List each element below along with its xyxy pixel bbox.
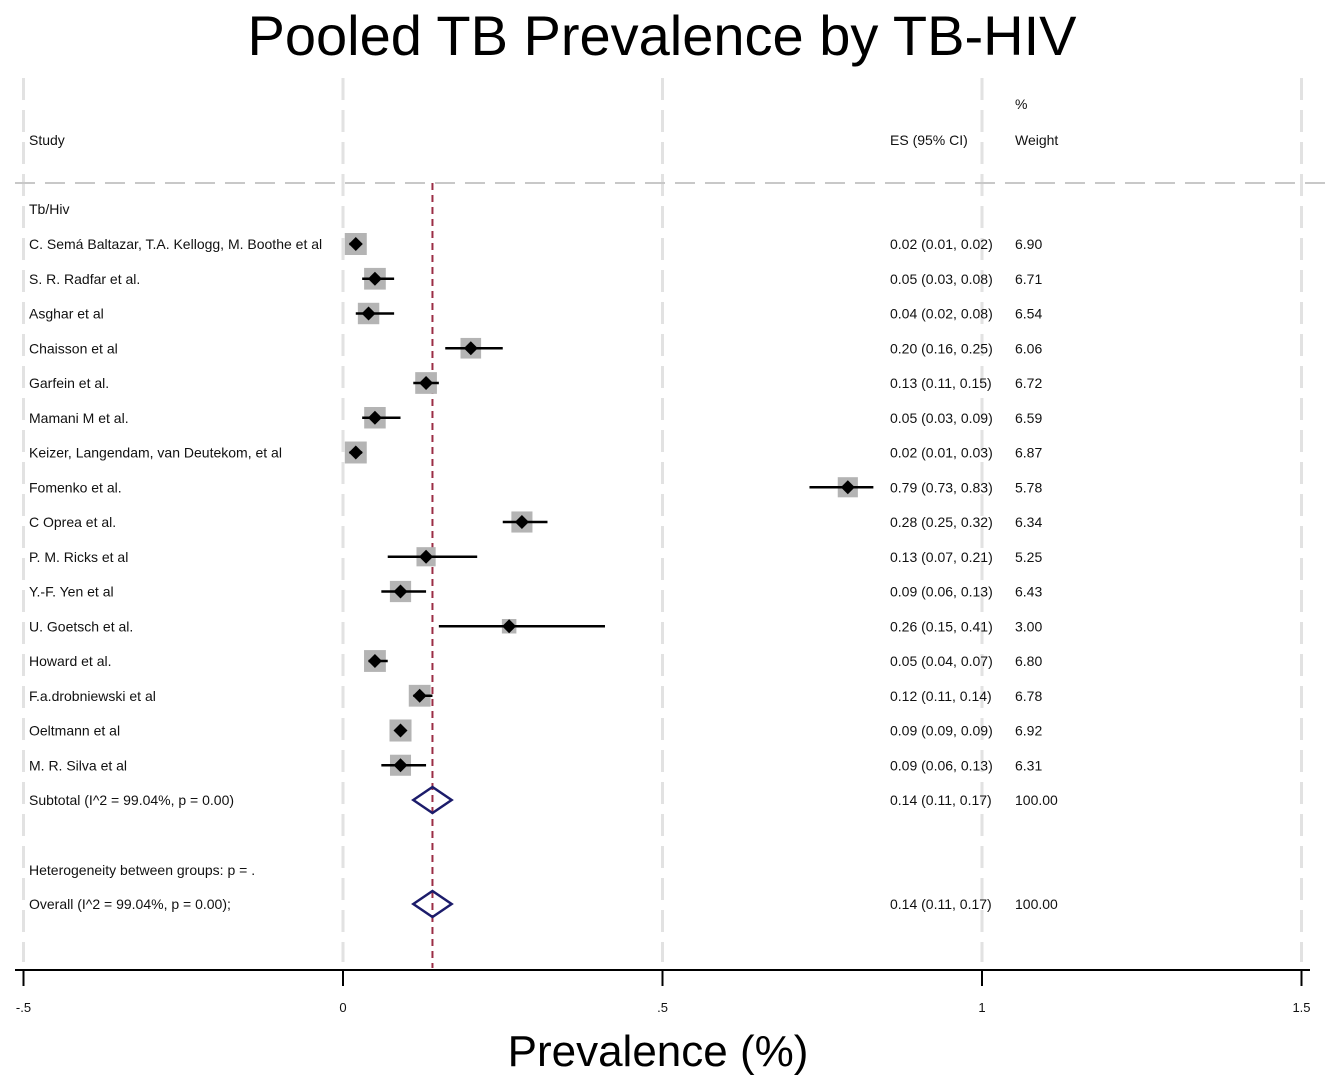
weight-label: 6.72	[1015, 375, 1042, 391]
point-estimate-marker	[361, 306, 376, 321]
study-label: Keizer, Langendam, van Deutekom, et al	[29, 445, 282, 461]
es-label: 0.02 (0.01, 0.03)	[890, 445, 993, 461]
study-label: Oeltmann et al	[29, 723, 120, 739]
header-weight: Weight	[1015, 132, 1058, 148]
weight-label: 6.92	[1015, 723, 1042, 739]
x-tick-label: -.5	[16, 1000, 31, 1015]
study-label: S. R. Radfar et al.	[29, 271, 140, 287]
point-estimate-marker	[840, 480, 855, 495]
weight-label: 6.43	[1015, 584, 1042, 600]
x-tick-label: .5	[657, 1000, 668, 1015]
point-estimate-marker	[412, 688, 427, 703]
overall-label: Overall (I^2 = 99.04%, p = 0.00);	[29, 896, 231, 912]
es-label: 0.13 (0.11, 0.15)	[890, 375, 992, 391]
subtotal-diamond	[411, 785, 454, 815]
study-label: Garfein et al.	[29, 375, 109, 391]
subtotal-label: Subtotal (I^2 = 99.04%, p = 0.00)	[29, 792, 234, 808]
study-label: U. Goetsch et al.	[29, 618, 133, 634]
study-label: F.a.drobniewski et al	[29, 688, 156, 704]
point-estimate-marker	[393, 584, 408, 599]
study-label: Chaisson et al	[29, 340, 118, 356]
es-label: 0.09 (0.06, 0.13)	[890, 757, 993, 773]
x-tick-label: 0	[339, 1000, 346, 1015]
study-label: Fomenko et al.	[29, 479, 122, 495]
weight-label: 5.25	[1015, 549, 1042, 565]
study-label: Mamani M et al.	[29, 410, 129, 426]
es-label: 0.04 (0.02, 0.08)	[890, 306, 993, 322]
study-label: P. M. Ricks et al	[29, 549, 128, 565]
heterogeneity-label: Heterogeneity between groups: p = .	[29, 862, 255, 878]
es-label: 0.13 (0.07, 0.21)	[890, 549, 993, 565]
weight-label: 6.06	[1015, 340, 1042, 356]
weight-label: 3.00	[1015, 618, 1042, 634]
weight-label: 6.34	[1015, 514, 1042, 530]
es-label: 0.09 (0.06, 0.13)	[890, 584, 993, 600]
weight-label: 6.31	[1015, 757, 1042, 773]
study-label: M. R. Silva et al	[29, 757, 127, 773]
header-percent: %	[1015, 96, 1027, 112]
x-tick-label: 1.5	[1292, 1000, 1310, 1015]
weight-label: 6.90	[1015, 236, 1042, 252]
weight-label: 6.71	[1015, 271, 1042, 287]
es-label: 0.05 (0.03, 0.09)	[890, 410, 993, 426]
overall-weight-label: 100.00	[1015, 896, 1058, 912]
es-label: 0.20 (0.16, 0.25)	[890, 340, 993, 356]
es-label: 0.12 (0.11, 0.14)	[890, 688, 992, 704]
point-estimate-marker	[393, 758, 408, 773]
weight-label: 5.78	[1015, 479, 1042, 495]
header-es: ES (95% CI)	[890, 132, 968, 148]
x-axis-title: Prevalence (%)	[508, 1027, 809, 1076]
point-estimate-marker	[419, 376, 434, 390]
es-label: 0.28 (0.25, 0.32)	[890, 514, 993, 530]
overall-es-label: 0.14 (0.11, 0.17)	[890, 896, 992, 912]
subtotal-es-label: 0.14 (0.11, 0.17)	[890, 792, 992, 808]
point-estimate-marker	[514, 515, 529, 529]
overall-diamond	[411, 889, 454, 919]
weight-label: 6.78	[1015, 688, 1042, 704]
study-label: C. Semá Baltazar, T.A. Kellogg, M. Booth…	[29, 236, 322, 252]
point-estimate-marker	[367, 410, 382, 425]
point-estimate-marker	[367, 271, 382, 286]
subtotal-weight-label: 100.00	[1015, 792, 1058, 808]
study-label: Howard et al.	[29, 653, 111, 669]
point-estimate-marker	[348, 237, 363, 251]
point-estimate-marker	[348, 445, 363, 460]
chart-title: Pooled TB Prevalence by TB-HIV	[247, 4, 1077, 67]
weight-label: 6.59	[1015, 410, 1042, 426]
es-label: 0.05 (0.03, 0.08)	[890, 271, 993, 287]
point-estimate-marker	[419, 549, 434, 564]
es-label: 0.05 (0.04, 0.07)	[890, 653, 993, 669]
es-label: 0.79 (0.73, 0.83)	[890, 479, 993, 495]
point-estimate-marker	[463, 341, 478, 356]
weight-label: 6.80	[1015, 653, 1042, 669]
header-study: Study	[29, 132, 65, 148]
weight-label: 6.87	[1015, 445, 1042, 461]
study-label: Y.-F. Yen et al	[29, 584, 114, 600]
group-label: Tb/Hiv	[29, 201, 69, 217]
weight-label: 6.54	[1015, 306, 1042, 322]
es-label: 0.09 (0.09, 0.09)	[890, 723, 993, 739]
es-label: 0.02 (0.01, 0.02)	[890, 236, 993, 252]
study-label: C Oprea et al.	[29, 514, 116, 530]
x-tick-label: 1	[978, 1000, 985, 1015]
point-estimate-marker	[502, 619, 517, 634]
study-label: Asghar et al	[29, 306, 104, 322]
es-label: 0.26 (0.15, 0.41)	[890, 618, 993, 634]
point-estimate-marker	[367, 654, 382, 668]
point-estimate-marker	[393, 723, 408, 738]
